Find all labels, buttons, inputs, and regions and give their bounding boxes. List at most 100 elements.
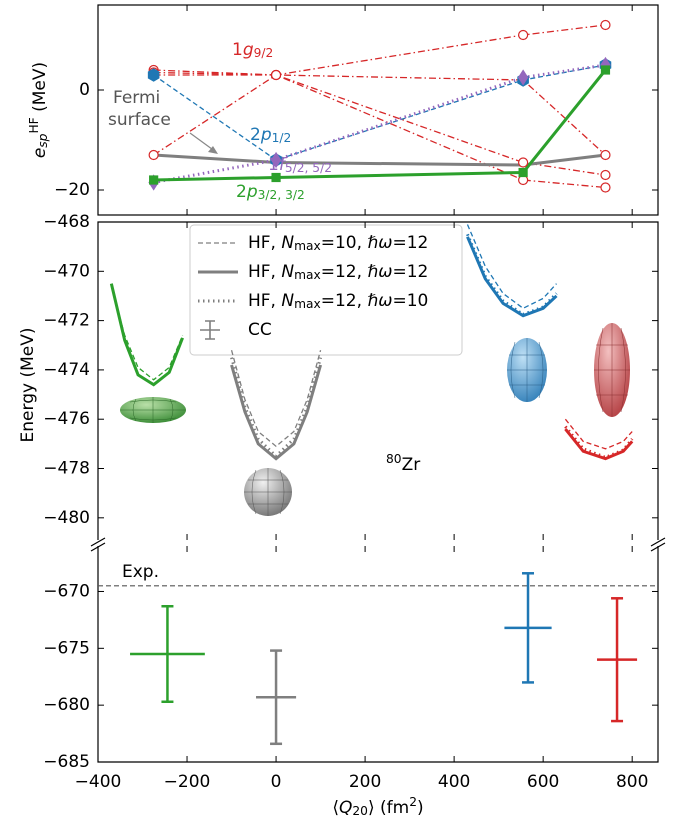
text-segment: ℏω [367, 291, 392, 311]
text-segment: max [294, 239, 321, 253]
fermi-arrow-head [208, 146, 218, 154]
plot-area [109, 224, 634, 461]
axis-break [90, 537, 666, 552]
text-segment: =12 [392, 233, 428, 253]
x-axis-label: ⟨Q20⟩ (fm2) [332, 795, 423, 818]
text-segment: p [260, 125, 272, 145]
series-line [109, 283, 184, 387]
marker [147, 68, 160, 82]
annotation: 80Zr [386, 452, 420, 475]
text-segment: ℏω [367, 233, 392, 253]
text-segment: Fermi [113, 88, 160, 108]
text-segment: Zr [402, 455, 421, 475]
y-tick-label: −685 [43, 752, 90, 772]
text-segment: HF [27, 117, 41, 133]
series-line [230, 364, 323, 461]
text-segment: 3/2, 3/2 [258, 188, 305, 202]
text-segment: f [279, 155, 288, 175]
y-tick-label: −480 [43, 508, 90, 528]
text-segment: (MeV) [30, 62, 50, 117]
text-segment: =10, [321, 233, 368, 253]
y-tick-label: −670 [43, 581, 90, 601]
text-segment: =12 [392, 262, 428, 282]
text-segment: N [281, 291, 294, 311]
series-line [153, 74, 606, 189]
y-tick-label: −680 [43, 695, 90, 715]
series-line [466, 233, 558, 317]
text-segment: N [281, 233, 294, 253]
shape-spherical [244, 468, 292, 516]
text-segment: =12, [321, 291, 368, 311]
legend-label: HF, Nmax=12, ℏω=10 [248, 291, 428, 311]
y-tick-label: −675 [43, 638, 90, 658]
y-tick-label: −470 [43, 261, 90, 281]
series-line [153, 69, 606, 156]
marker [270, 69, 282, 81]
text-segment: 2 [236, 182, 247, 202]
shape-oblate [120, 397, 186, 423]
text-segment: max [294, 297, 321, 311]
annotation: 1g9/2 [232, 40, 273, 60]
series-line [153, 64, 606, 161]
legend-box [189, 224, 463, 356]
marker [518, 29, 529, 41]
text-segment: HF, [248, 262, 281, 282]
series-line [466, 224, 557, 310]
y-axis-label: Energy (MeV) [18, 328, 38, 443]
text-segment: ℏω [367, 262, 392, 282]
series-line [153, 71, 606, 176]
x-tick-label: 0 [271, 772, 282, 792]
series-line [564, 428, 634, 461]
x-tick-label: 600 [527, 772, 559, 792]
text-segment: 1/2 [272, 131, 292, 145]
x-tick-label: −200 [164, 772, 211, 792]
marker [148, 149, 159, 161]
axes-frame [97, 221, 659, 540]
y-tick-label: −478 [43, 459, 90, 479]
legend-label: CC [248, 320, 272, 340]
annotation: surface [108, 110, 171, 130]
text-segment: =10 [392, 291, 428, 311]
annotation: Fermi [113, 88, 160, 108]
y-tick-label: −20 [54, 180, 90, 200]
series-line [153, 24, 606, 156]
series-line [564, 418, 633, 450]
text-segment: Q [339, 798, 352, 818]
text-segment: p [246, 182, 258, 202]
text-segment: surface [108, 110, 171, 130]
series-line [564, 425, 634, 460]
plot-area [98, 572, 658, 746]
text-segment: 1 [268, 155, 279, 175]
marker [149, 175, 159, 185]
x-tick-label: 200 [349, 772, 381, 792]
y-axis-label: espHF (MeV) [27, 62, 50, 158]
marker [600, 169, 611, 181]
legend-label: HF, Nmax=12, ℏω=12 [248, 262, 428, 282]
x-tick-label: −400 [75, 772, 122, 792]
text-segment: 20 [352, 804, 368, 818]
shape-prolate [594, 323, 630, 417]
series-line [153, 153, 606, 167]
text-segment: 80 [386, 452, 402, 466]
annotation: 2p1/2 [250, 125, 291, 145]
axes-frame [97, 4, 659, 216]
text-segment: Energy (MeV) [18, 328, 38, 443]
marker [600, 19, 611, 31]
plot-area [147, 19, 612, 193]
y-tick-label: −476 [43, 409, 90, 429]
text-segment: 2 [409, 795, 417, 809]
text-segment: g [243, 40, 254, 60]
text-segment: e [30, 148, 50, 158]
marker [270, 151, 282, 169]
text-segment: 9/2 [254, 46, 274, 60]
text-segment: 2 [250, 125, 261, 145]
annotation: 1f5/2, 5/2 [268, 155, 332, 175]
series-line [230, 357, 323, 459]
marker [600, 65, 611, 75]
series-line [230, 350, 322, 448]
y-tick-label: −474 [43, 360, 90, 380]
marker [518, 167, 528, 178]
legend-swatch [200, 320, 220, 340]
